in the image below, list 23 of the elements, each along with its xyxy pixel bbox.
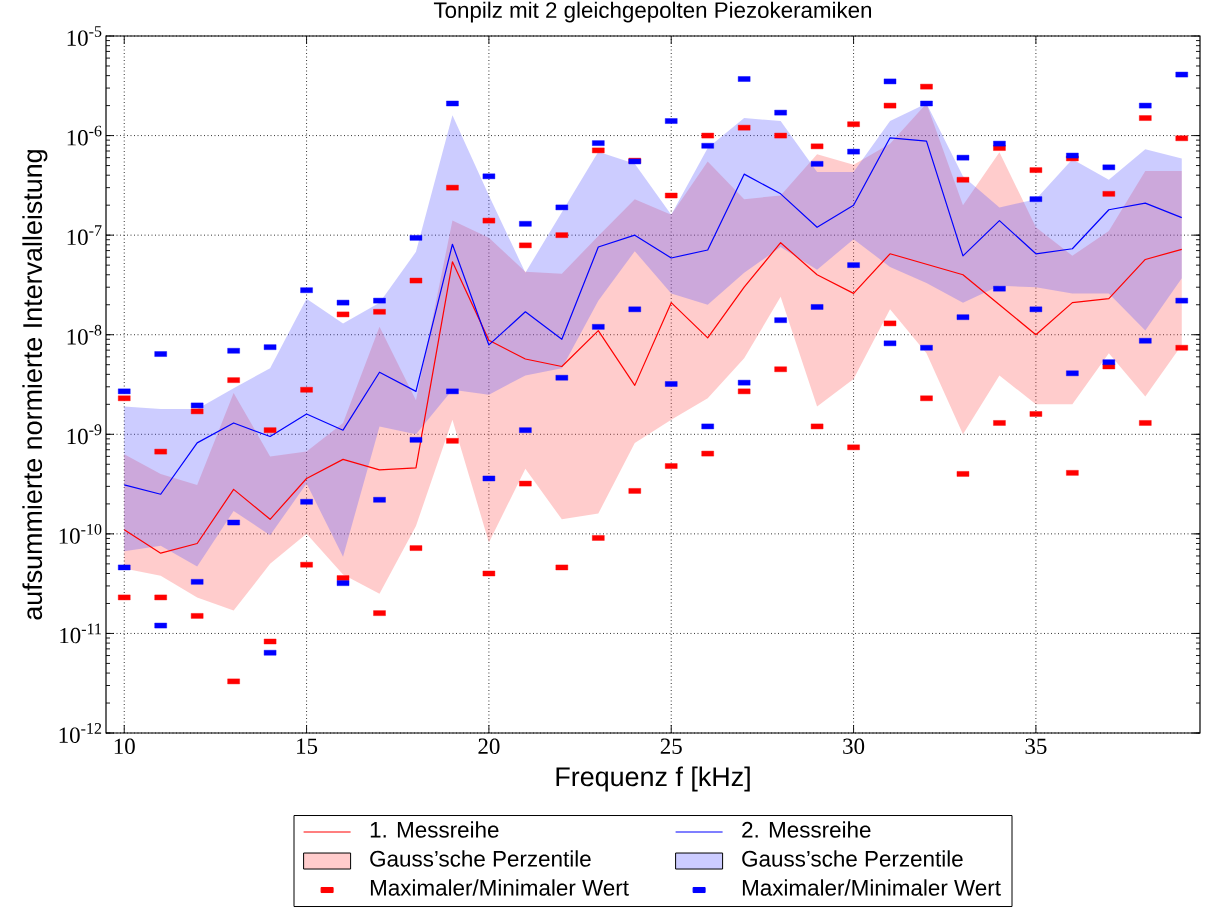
- y-tick-label: 10$^{-11}$: [60, 623, 102, 644]
- legend-label: Maximaler/Minimaler Wert: [742, 879, 1001, 896]
- y-tick-label: 10$^{-8}$: [67, 324, 102, 345]
- y-tick-label: 10$^{-12}$: [59, 723, 102, 743]
- y-tick-label: 10$^{-9}$: [67, 424, 102, 445]
- y-tick-label: 10$^{-7}$: [67, 225, 102, 246]
- legend-label: 2. Messreihe: [742, 821, 871, 838]
- x-tick-label: 35: [1025, 738, 1047, 754]
- legend-label: Gauss’sche Perzentile: [742, 850, 963, 867]
- y-axis-title: aufsummierte normierte Intervalleistung: [22, 150, 48, 620]
- legend-label: 1. Messreihe: [370, 821, 499, 838]
- y-tick-label: 10$^{-10}$: [59, 523, 102, 544]
- x-tick-label: 15: [297, 738, 318, 754]
- y-tick-label: 10$^{-6}$: [67, 125, 102, 146]
- legend-label: Maximaler/Minimaler Wert: [370, 879, 629, 896]
- legend-label: Gauss’sche Perzentile: [370, 850, 591, 867]
- x-tick-label: 20: [478, 738, 500, 754]
- chart-title: Tonpilz mit 2 gleichgepolten Piezokeramiken: [433, 1, 872, 23]
- x-axis-title: Frequenz f [kHz]: [556, 766, 750, 792]
- x-tick-label: 30: [843, 738, 865, 754]
- x-tick-label: 25: [660, 738, 682, 754]
- x-tick-label: 10: [114, 738, 135, 754]
- y-tick-label: 10$^{-5}$: [67, 26, 102, 46]
